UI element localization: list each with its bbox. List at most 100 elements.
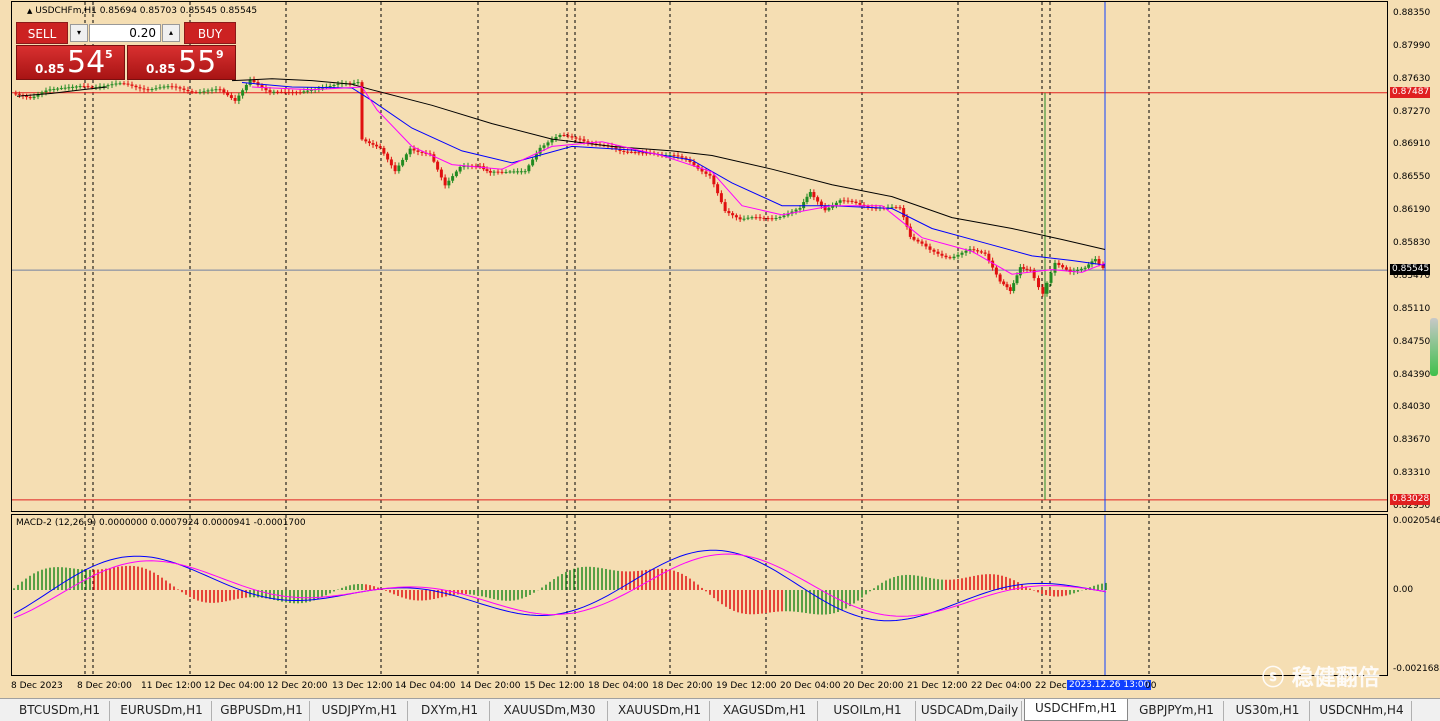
time-axis-label: 18 Dec 20:00 xyxy=(652,681,713,691)
candle-body xyxy=(644,152,648,154)
chart-tab[interactable]: XAGUSDm,H1 xyxy=(712,701,818,721)
sell-quote[interactable]: 0.85 54 5 xyxy=(16,45,125,80)
lot-size-input[interactable] xyxy=(89,24,161,42)
candle-body xyxy=(574,137,578,139)
chart-tab[interactable]: USOILm,H1 xyxy=(820,701,916,721)
candle-body xyxy=(1002,281,1006,285)
candle-body xyxy=(637,152,641,154)
candle-body xyxy=(590,142,594,144)
sell-button[interactable]: SELL xyxy=(16,22,68,44)
candle-body xyxy=(890,207,894,209)
lot-increase-button[interactable]: ▴ xyxy=(162,24,180,42)
candle-body xyxy=(1083,267,1087,269)
chart-tab[interactable]: XAUUSDm,H1 xyxy=(610,701,710,721)
price-axis-label: 0.85470 xyxy=(1393,270,1431,281)
candle-body xyxy=(272,91,276,93)
candle-body xyxy=(71,86,75,88)
buy-quote-prefix: 0.85 xyxy=(146,62,176,76)
price-axis-label: 0.82950 xyxy=(1393,501,1431,511)
candle-body xyxy=(633,152,637,154)
candle-body xyxy=(823,205,827,211)
price-axis-label: 0.83310 xyxy=(1393,468,1431,479)
candle-body xyxy=(496,171,500,173)
candle-body xyxy=(641,152,645,154)
candle-body xyxy=(979,251,983,253)
time-axis-label: 22 Dec 04:00 xyxy=(971,681,1032,691)
candle-body xyxy=(672,155,676,157)
chart-tab[interactable]: GBPUSDm,H1 xyxy=(214,701,310,721)
candle-body xyxy=(248,79,252,85)
chart-tab[interactable]: USDCHFm,H1 xyxy=(1024,699,1128,721)
candle-body xyxy=(504,172,508,174)
price-axis[interactable]: 0.88350 0.87990 0.87630 0.87270 0.86910 0.865… xyxy=(1388,1,1440,512)
time-axis-label: 12 Dec 20:00 xyxy=(267,681,328,691)
chart-tab[interactable]: USDCNHm,H4 xyxy=(1312,701,1412,721)
candle-body xyxy=(712,175,716,185)
candle-body xyxy=(360,82,364,140)
candle-body xyxy=(432,154,436,162)
candle-body xyxy=(778,217,782,219)
buy-quote-point: 9 xyxy=(216,48,224,61)
macd-axis[interactable]: 0.0020546 0.00 -0.0021685 xyxy=(1388,514,1440,676)
candle-body xyxy=(186,89,190,92)
price-axis-label: 0.87990 xyxy=(1393,40,1431,51)
candle-body xyxy=(842,200,846,202)
candle-body xyxy=(704,171,708,174)
candle-body xyxy=(138,87,142,89)
candle-body xyxy=(404,154,408,160)
candle-body xyxy=(987,253,991,261)
chart-tabs: BTCUSDm,H1 EURUSDm,H1 GBPUSDm,H1 USDJPYm,H1… xyxy=(0,698,1440,721)
candle-body xyxy=(562,134,566,136)
time-axis-label: 19 Dec 12:00 xyxy=(716,681,777,691)
candle-body xyxy=(812,192,816,198)
candle-body xyxy=(210,89,214,91)
candle-body xyxy=(994,267,998,275)
candle-body xyxy=(14,93,18,95)
candle-body xyxy=(309,89,313,91)
sell-quote-point: 5 xyxy=(105,48,113,61)
candle-body xyxy=(371,143,375,145)
buy-quote[interactable]: 0.85 55 9 xyxy=(127,45,236,80)
candle-body xyxy=(527,165,531,172)
candle-body xyxy=(550,139,554,143)
candle-body xyxy=(182,88,186,90)
buy-button[interactable]: BUY xyxy=(184,22,236,44)
macd-axis-bottom: -0.0021685 xyxy=(1393,664,1440,674)
candle-body xyxy=(134,85,138,88)
lot-decrease-button[interactable]: ▾ xyxy=(70,24,88,42)
price-axis-label: 0.84750 xyxy=(1393,336,1431,347)
macd-indicator-panel[interactable]: MACD-2 (12,26,9) 0.0000000 0.0007924 0.0… xyxy=(11,514,1388,676)
chart-tab[interactable]: GBPJPYm,H1 xyxy=(1130,701,1224,721)
time-axis[interactable]: 8 Dec 2023 8 Dec 20:00 11 Dec 12:00 12 Dec … xyxy=(11,676,1388,696)
macd-main-line xyxy=(13,549,1107,622)
candle-body xyxy=(332,84,336,87)
price-chart-canvas[interactable] xyxy=(12,2,1388,512)
candle-body xyxy=(130,84,134,86)
chart-tab[interactable]: BTCUSDm,H1 xyxy=(10,701,110,721)
candle-body xyxy=(719,193,723,203)
candle-body xyxy=(86,86,90,88)
candle-body xyxy=(766,217,770,219)
candle-body xyxy=(531,159,535,166)
candle-body xyxy=(110,84,114,86)
candle-body xyxy=(523,171,527,173)
candle-body xyxy=(508,171,512,173)
macd-canvas[interactable] xyxy=(12,515,1388,676)
candle-body xyxy=(692,161,696,166)
chart-tab[interactable]: EURUSDm,H1 xyxy=(112,701,212,721)
price-axis-label: 0.85110 xyxy=(1393,303,1431,314)
time-axis-label: 14 Dec 04:00 xyxy=(395,681,456,691)
chart-tab[interactable]: USDCADm,Daily xyxy=(918,701,1022,721)
chart-scroll-handle[interactable] xyxy=(1430,318,1438,376)
chart-tab[interactable]: XAUUSDm,M30 xyxy=(492,701,608,721)
chart-menu-icon[interactable]: ▲ xyxy=(27,7,33,15)
candle-body xyxy=(462,166,466,168)
price-chart[interactable]: ▲ USDCHFm,H1 0.85694 0.85703 0.85545 0.8… xyxy=(11,1,1388,512)
candle-body xyxy=(622,150,626,152)
chart-tab[interactable]: USDJPYm,H1 xyxy=(312,701,408,721)
chart-tab[interactable]: US30m,H1 xyxy=(1226,701,1310,721)
candle-body xyxy=(976,250,980,252)
candle-body xyxy=(276,91,280,93)
chart-tab[interactable]: DXYm,H1 xyxy=(410,701,490,721)
